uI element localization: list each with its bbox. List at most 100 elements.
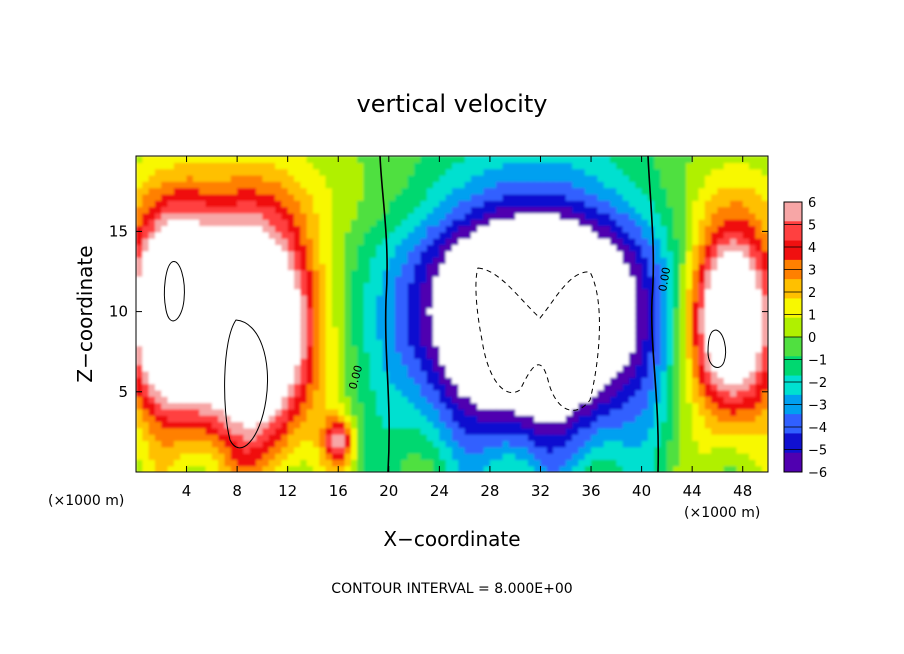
- heatmap-cell: [711, 345, 719, 353]
- heatmap-cell: [344, 383, 352, 391]
- heatmap-cell: [711, 351, 719, 359]
- heatmap-cell: [483, 453, 491, 460]
- heatmap-cell: [319, 174, 327, 182]
- heatmap-cell: [717, 345, 725, 353]
- heatmap-cell: [692, 301, 700, 309]
- heatmap-cell: [262, 402, 270, 410]
- heatmap-cell: [281, 212, 289, 220]
- heatmap-cell: [344, 187, 352, 195]
- heatmap-cell: [515, 389, 523, 397]
- heatmap-cell: [755, 427, 763, 435]
- heatmap-cell: [331, 320, 339, 328]
- heatmap-cell: [736, 396, 744, 404]
- heatmap-cell: [325, 465, 333, 472]
- heatmap-cell: [452, 244, 459, 252]
- heatmap-cell: [502, 168, 510, 176]
- heatmap-cell: [350, 389, 358, 397]
- heatmap-cell: [148, 370, 156, 378]
- heatmap-cell: [736, 276, 744, 283]
- heatmap-cell: [401, 288, 409, 296]
- heatmap-cell: [224, 212, 232, 220]
- heatmap-cell: [268, 276, 276, 283]
- heatmap-cell: [414, 219, 421, 227]
- heatmap-cell: [711, 200, 719, 208]
- heatmap-cell: [426, 269, 434, 277]
- heatmap-cell: [730, 269, 737, 277]
- heatmap-cell: [685, 351, 693, 359]
- heatmap-cell: [458, 244, 466, 252]
- heatmap-cell: [502, 434, 510, 441]
- heatmap-cell: [344, 282, 352, 290]
- heatmap-cell: [572, 200, 579, 208]
- heatmap-cell: [717, 396, 725, 404]
- heatmap-cell: [243, 200, 251, 208]
- heatmap-cell: [306, 225, 314, 233]
- heatmap-cell: [445, 415, 453, 423]
- heatmap-cell: [275, 339, 282, 347]
- heatmap-cell: [749, 174, 756, 182]
- heatmap-cell: [603, 389, 611, 397]
- heatmap-cell: [553, 370, 561, 378]
- heatmap-cell: [736, 231, 744, 239]
- heatmap-cell: [628, 320, 636, 328]
- heatmap-cell: [294, 314, 301, 321]
- heatmap-cell: [388, 206, 396, 214]
- heatmap-cell: [224, 320, 232, 328]
- heatmap-cell: [685, 389, 693, 397]
- heatmap-cell: [268, 314, 276, 321]
- heatmap-cell: [572, 453, 579, 460]
- heatmap-cell: [477, 402, 485, 410]
- heatmap-cell: [755, 307, 763, 315]
- heatmap-cell: [256, 345, 263, 353]
- heatmap-cell: [464, 162, 472, 170]
- heatmap-cell: [331, 415, 339, 423]
- heatmap-cell: [654, 288, 662, 296]
- heatmap-cell: [660, 383, 668, 391]
- heatmap-cell: [142, 440, 150, 448]
- heatmap-cell: [237, 276, 245, 283]
- heatmap-cell: [489, 459, 497, 467]
- heatmap-cell: [319, 465, 327, 472]
- heatmap-cell: [136, 339, 143, 347]
- heatmap-cell: [331, 168, 339, 176]
- heatmap-cell: [338, 332, 346, 340]
- heatmap-cell: [154, 168, 162, 176]
- heatmap-cell: [256, 162, 263, 170]
- heatmap-cell: [338, 282, 346, 290]
- heatmap-cell: [673, 181, 681, 189]
- heatmap-cell: [218, 250, 226, 258]
- heatmap-cell: [635, 314, 643, 321]
- heatmap-cell: [673, 193, 681, 201]
- heatmap-cell: [603, 301, 611, 309]
- heatmap-cell: [711, 453, 719, 460]
- heatmap-cell: [572, 231, 579, 239]
- heatmap-cell: [452, 250, 459, 258]
- heatmap-cell: [736, 389, 744, 397]
- heatmap-cell: [666, 288, 674, 296]
- heatmap-cell: [306, 377, 314, 385]
- heatmap-cell: [527, 314, 535, 321]
- heatmap-cell: [262, 269, 270, 277]
- heatmap-cell: [205, 187, 213, 195]
- heatmap-cell: [610, 174, 617, 182]
- heatmap-cell: [673, 351, 681, 359]
- heatmap-cell: [755, 250, 763, 258]
- heatmap-cell: [376, 351, 384, 359]
- heatmap-cell: [622, 219, 630, 227]
- heatmap-cell: [306, 402, 314, 410]
- heatmap-cell: [553, 307, 561, 315]
- heatmap-cell: [395, 168, 403, 176]
- heatmap-cell: [559, 231, 567, 239]
- heatmap-cell: [395, 200, 403, 208]
- heatmap-cell: [363, 377, 371, 385]
- heatmap-cell: [679, 244, 687, 252]
- heatmap-cell: [148, 295, 156, 302]
- heatmap-cell: [534, 219, 542, 227]
- heatmap-cell: [628, 358, 636, 366]
- heatmap-cell: [350, 453, 358, 460]
- heatmap-cell: [306, 421, 314, 429]
- heatmap-cell: [344, 389, 352, 397]
- heatmap-cell: [180, 168, 188, 176]
- heatmap-cell: [515, 269, 523, 277]
- heatmap-cell: [199, 326, 207, 334]
